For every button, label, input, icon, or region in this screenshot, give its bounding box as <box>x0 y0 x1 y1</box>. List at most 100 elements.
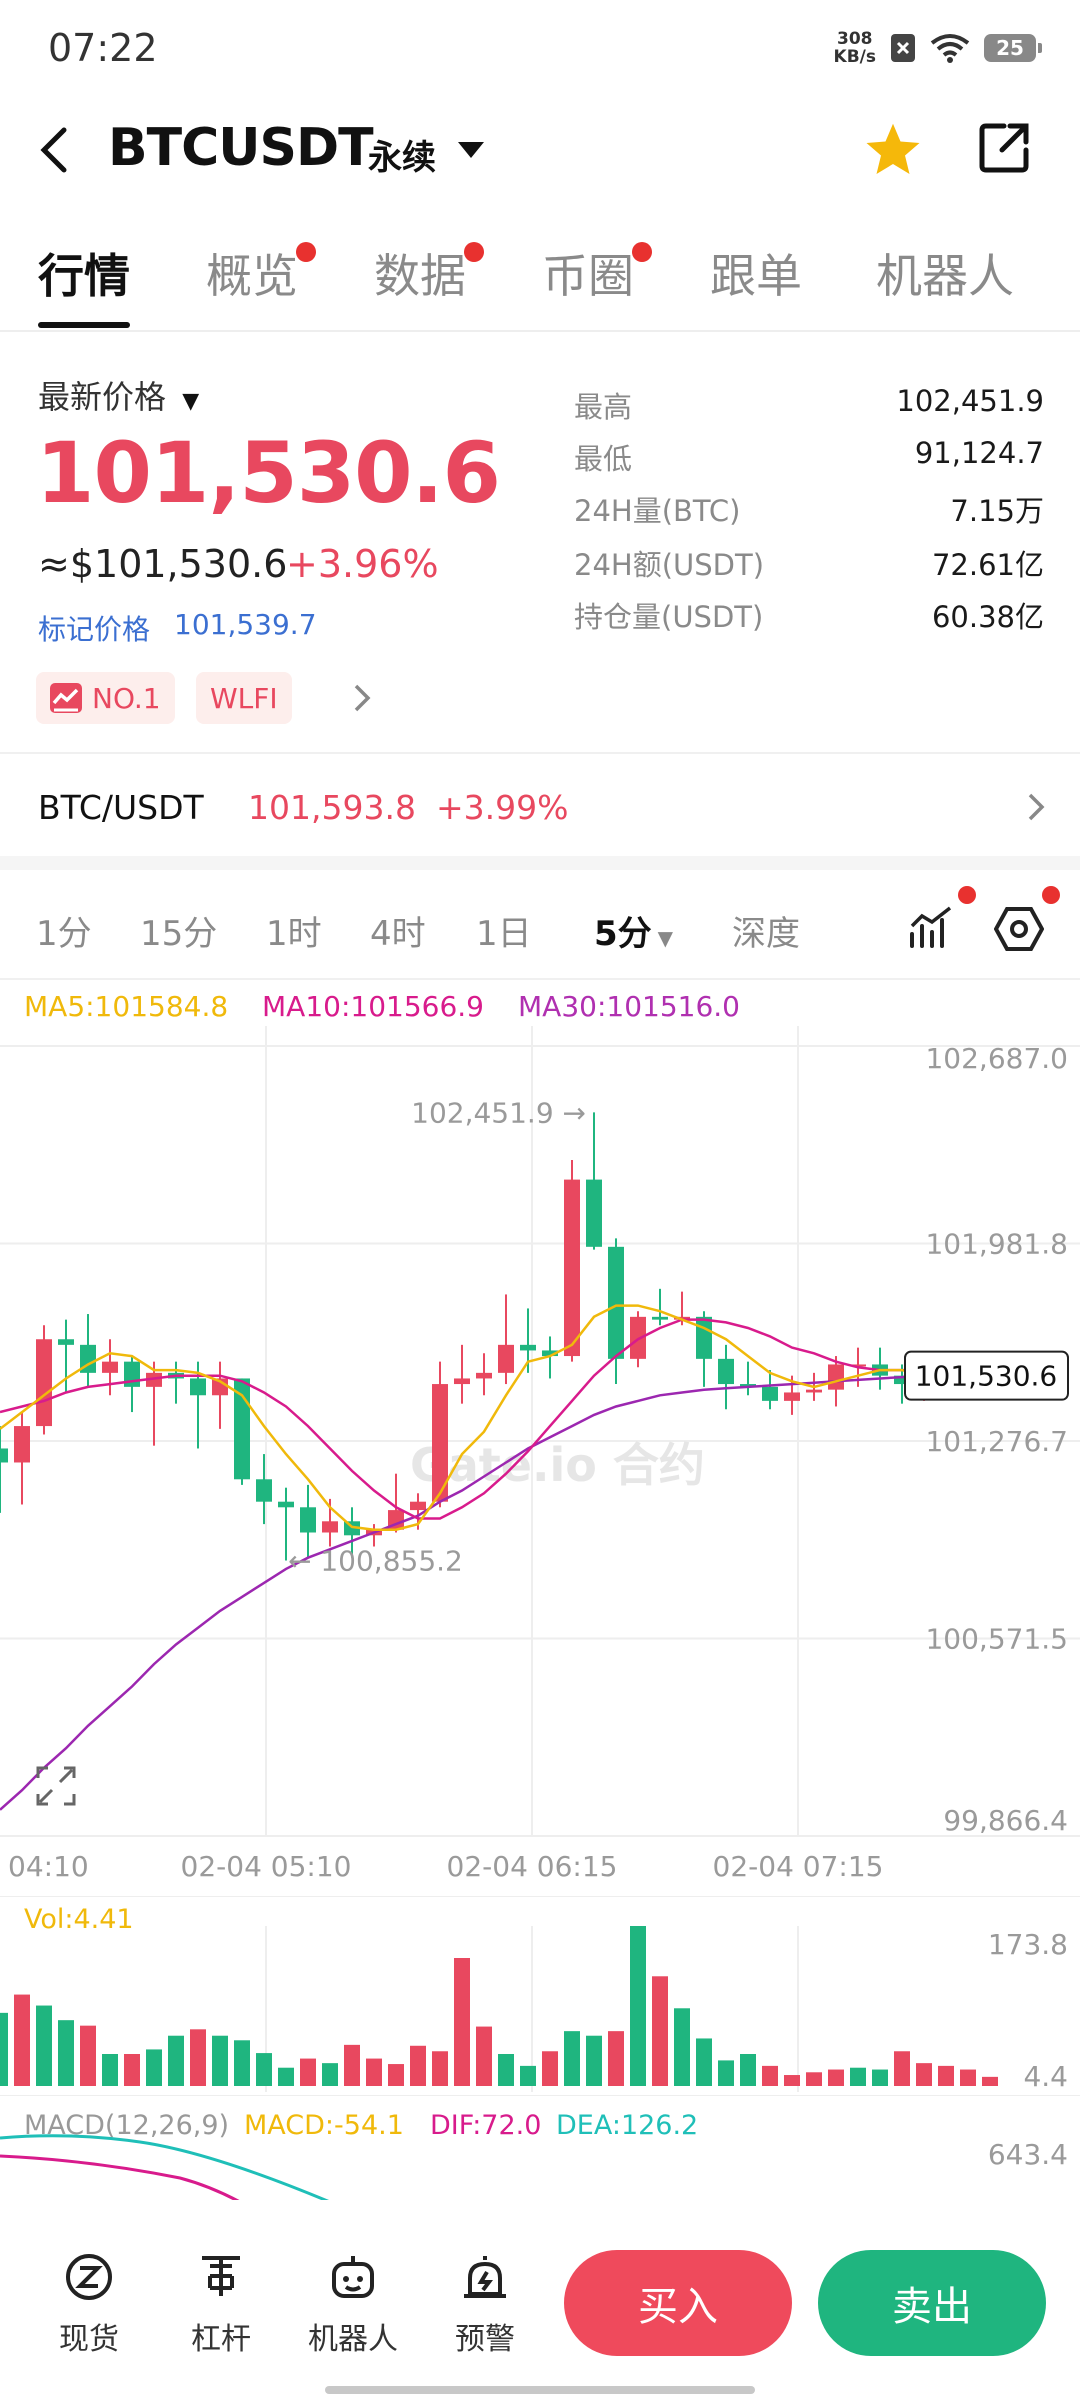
caret-down-icon: ▼ <box>182 389 200 414</box>
interval-5m-selected[interactable]: 5分 ▼ <box>594 914 674 954</box>
tab-community[interactable]: 币圈 <box>542 240 652 306</box>
candle-body <box>0 1448 8 1463</box>
volume-bar <box>300 2058 316 2086</box>
nav-margin[interactable]: 杠杆 <box>166 2252 276 2358</box>
candle-body <box>542 1350 558 1357</box>
current-price-label: 101,530.6 <box>915 1360 1058 1393</box>
home-indicator[interactable] <box>325 2386 755 2394</box>
candle-body <box>476 1372 492 1379</box>
volume-bar <box>586 2035 602 2086</box>
macd-dea: DEA:126.2 <box>556 2110 699 2141</box>
volume-bar <box>80 2025 96 2086</box>
chevron-down-icon[interactable] <box>456 138 486 162</box>
section-gap <box>0 856 1080 870</box>
volume-bar <box>784 2075 800 2086</box>
candle-body <box>322 1521 338 1533</box>
tab-bot[interactable]: 机器人 <box>876 249 1014 303</box>
candle-body <box>718 1358 734 1385</box>
tab-data[interactable]: 数据 <box>374 240 484 306</box>
contract-type[interactable]: 永续 <box>368 138 436 178</box>
star-icon[interactable] <box>862 120 924 180</box>
interval-1m[interactable]: 1分 <box>36 914 92 954</box>
candle-body <box>454 1378 470 1385</box>
back-arrow-icon[interactable] <box>34 126 74 174</box>
nav-alert[interactable]: 预警 <box>430 2252 540 2358</box>
fullscreen-icon[interactable] <box>36 1766 76 1806</box>
nav-bot[interactable]: 机器人 <box>298 2252 408 2358</box>
volume-chart: 173.8 4.4 <box>0 1896 1080 2096</box>
candle-body <box>234 1378 250 1480</box>
chevron-right-icon[interactable] <box>350 680 374 716</box>
interval-4h[interactable]: 4时 <box>370 914 426 954</box>
x-axis-label: 02-04 06:15 <box>447 1850 618 1883</box>
spot-price-row[interactable]: BTC/USDT 101,593.8 +3.99% <box>0 754 1080 854</box>
tab-copy-trading[interactable]: 跟单 <box>710 249 802 303</box>
candle-body <box>498 1344 514 1373</box>
volume-bar <box>696 2038 712 2086</box>
nav-spot[interactable]: 现货 <box>34 2252 144 2358</box>
x-axis-label: 02-04 07:15 <box>713 1850 884 1883</box>
volume-bar <box>322 2063 338 2086</box>
volume-bar <box>740 2054 756 2086</box>
volume-bar <box>828 2069 844 2086</box>
y-axis-label: 99,866.4 <box>943 1804 1068 1837</box>
pair-title[interactable]: BTCUSDT <box>108 118 374 178</box>
spot-icon <box>66 2254 112 2300</box>
volume-y-label-bottom: 4.4 <box>1023 2060 1068 2093</box>
volume-bar <box>498 2054 514 2086</box>
usd-price: ≈$101,530.6 <box>38 542 288 586</box>
notification-dot <box>958 886 976 904</box>
volume-bar <box>256 2053 272 2086</box>
macd-chart <box>0 2134 331 2202</box>
candle-body <box>586 1179 602 1247</box>
interval-1d[interactable]: 1日 <box>476 914 532 954</box>
volume-bar <box>850 2067 866 2086</box>
stat-high: 最高 102,451.9 <box>574 384 1044 424</box>
sell-button[interactable]: 卖出 <box>818 2250 1046 2356</box>
volume-bar <box>454 1958 470 2086</box>
volume-bar <box>366 2058 382 2086</box>
notification-dot <box>632 242 652 262</box>
macd-y-label: 643.4 <box>987 2138 1068 2171</box>
candle-body <box>894 1375 910 1385</box>
candle-body <box>432 1384 448 1502</box>
candle-body <box>14 1426 30 1463</box>
tab-market[interactable]: 行情 <box>38 249 130 303</box>
chevron-right-icon <box>1028 793 1045 821</box>
volume-bar <box>102 2054 118 2086</box>
candle-body <box>190 1378 206 1396</box>
tab-overview[interactable]: 概览 <box>206 240 316 306</box>
volume-bar <box>344 2044 360 2086</box>
candlestick-chart[interactable]: Gate.io 合约 102,687.0 101,981.8 101,276.7 100… <box>0 1026 1080 1896</box>
alert-icon <box>464 2256 506 2298</box>
volume-bar <box>124 2054 140 2086</box>
candle-body <box>652 1316 668 1320</box>
x-axis-label: 02-04 05:10 <box>181 1850 352 1883</box>
rank-badge[interactable]: NO.1 <box>36 672 175 724</box>
notification-dot <box>464 242 484 262</box>
mark-price-value: 101,539.7 <box>174 608 317 641</box>
buy-button[interactable]: 买入 <box>564 2250 792 2356</box>
stat-low: 最低 91,124.7 <box>574 436 1044 476</box>
interval-depth[interactable]: 深度 <box>732 914 800 954</box>
candle-body <box>410 1501 426 1511</box>
ma30-line <box>0 1372 947 1811</box>
low-price-marker: ← 100,855.2 <box>288 1545 463 1578</box>
candle-body <box>740 1384 756 1387</box>
wifi-icon <box>930 34 970 63</box>
indicator-chart-icon[interactable] <box>908 906 954 950</box>
candle-body <box>146 1372 162 1387</box>
interval-1h[interactable]: 1时 <box>266 914 322 954</box>
candle-body <box>850 1364 866 1367</box>
notification-dot <box>1042 886 1060 904</box>
candle-body <box>828 1364 844 1390</box>
settings-hexagon-icon[interactable] <box>994 906 1044 952</box>
y-axis-label: 101,276.7 <box>925 1425 1068 1458</box>
interval-15m[interactable]: 15分 <box>140 914 218 954</box>
volume-bar <box>476 2026 492 2086</box>
share-icon[interactable] <box>976 120 1032 176</box>
volume-bar <box>278 2067 294 2086</box>
candle-body <box>256 1479 272 1502</box>
price-type-selector[interactable]: 最新价格 ▼ <box>38 378 200 416</box>
related-token-tag[interactable]: WLFI <box>196 672 292 724</box>
